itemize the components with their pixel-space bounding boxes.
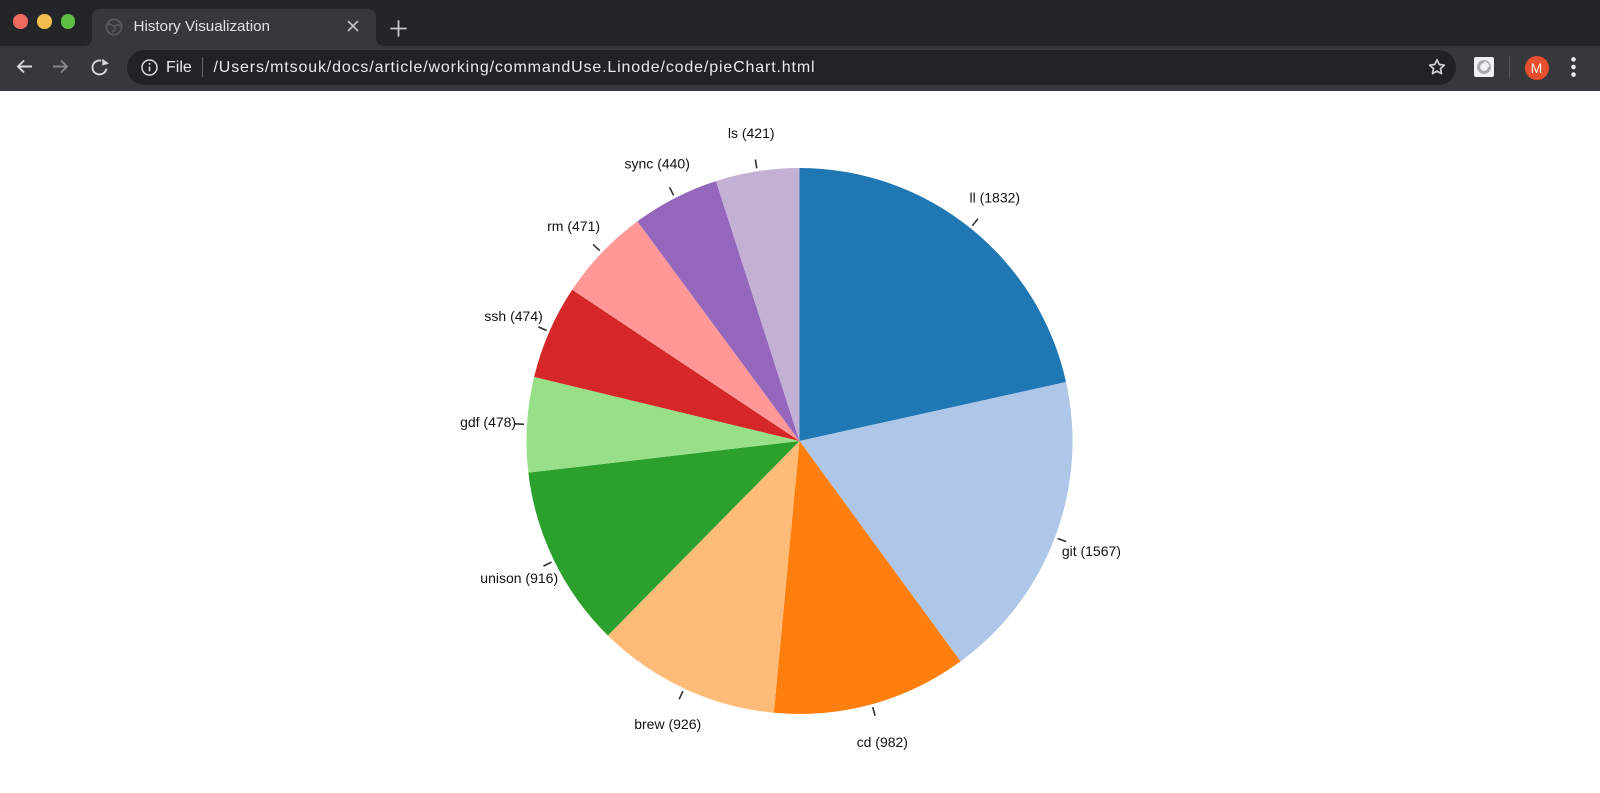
svg-text:ls (421): ls (421) [728,125,775,141]
svg-text:sync (440): sync (440) [625,155,690,171]
svg-text:git (1567): git (1567) [1062,543,1121,559]
svg-text:gdf (478): gdf (478) [460,414,516,430]
svg-text:brew (926): brew (926) [634,716,701,732]
svg-text:ssh (474): ssh (474) [484,308,542,324]
svg-text:ll (1832): ll (1832) [970,190,1021,206]
svg-text:unison (916): unison (916) [480,570,558,586]
svg-text:rm (471): rm (471) [547,218,600,234]
svg-text:cd (982): cd (982) [857,734,908,750]
